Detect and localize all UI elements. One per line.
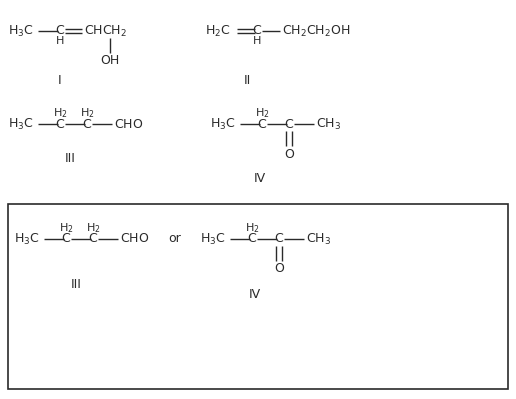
FancyBboxPatch shape bbox=[8, 204, 508, 389]
Text: H: H bbox=[253, 36, 261, 46]
Text: $\mathrm{H_2}$: $\mathrm{H_2}$ bbox=[245, 221, 260, 235]
Text: $\mathrm{H_2C}$: $\mathrm{H_2C}$ bbox=[205, 24, 231, 39]
Text: C: C bbox=[257, 117, 266, 130]
Text: C: C bbox=[61, 233, 70, 245]
Text: III: III bbox=[71, 277, 82, 290]
Text: $\mathrm{H_3C}$: $\mathrm{H_3C}$ bbox=[210, 117, 236, 132]
Text: OH: OH bbox=[101, 55, 120, 67]
Text: O: O bbox=[274, 263, 284, 275]
Text: IV: IV bbox=[249, 288, 261, 300]
Text: or: or bbox=[169, 233, 182, 245]
Text: $\mathrm{H_3C}$: $\mathrm{H_3C}$ bbox=[8, 24, 34, 39]
Text: $\mathrm{H_3C}$: $\mathrm{H_3C}$ bbox=[14, 231, 40, 247]
Text: $\mathrm{H_2}$: $\mathrm{H_2}$ bbox=[53, 106, 67, 120]
Text: H: H bbox=[56, 36, 64, 46]
Text: $\mathrm{H_2}$: $\mathrm{H_2}$ bbox=[59, 221, 73, 235]
Text: $\mathrm{CHCH_2}$: $\mathrm{CHCH_2}$ bbox=[84, 24, 127, 39]
Text: $\mathrm{CH_2CH_2OH}$: $\mathrm{CH_2CH_2OH}$ bbox=[282, 24, 350, 39]
Text: I: I bbox=[58, 75, 62, 87]
Text: $\mathrm{CH_3}$: $\mathrm{CH_3}$ bbox=[306, 231, 331, 247]
Text: C: C bbox=[275, 233, 283, 245]
Text: $\mathrm{CH_3}$: $\mathrm{CH_3}$ bbox=[316, 117, 341, 132]
Text: $\mathrm{H_3C}$: $\mathrm{H_3C}$ bbox=[8, 117, 34, 132]
Text: C: C bbox=[248, 233, 256, 245]
Text: $\mathrm{H_2}$: $\mathrm{H_2}$ bbox=[79, 106, 94, 120]
Text: $\mathrm{H_3C}$: $\mathrm{H_3C}$ bbox=[200, 231, 225, 247]
Text: $\mathrm{H_2}$: $\mathrm{H_2}$ bbox=[86, 221, 100, 235]
Text: $\mathrm{CHO}$: $\mathrm{CHO}$ bbox=[120, 233, 149, 245]
Text: II: II bbox=[244, 75, 251, 87]
Text: C: C bbox=[89, 233, 98, 245]
Text: C: C bbox=[56, 117, 64, 130]
Text: $\mathrm{H_2}$: $\mathrm{H_2}$ bbox=[255, 106, 269, 120]
Text: IV: IV bbox=[254, 172, 266, 186]
Text: III: III bbox=[64, 152, 75, 166]
Text: C: C bbox=[285, 117, 294, 130]
Text: $\mathrm{CHO}$: $\mathrm{CHO}$ bbox=[114, 117, 143, 130]
Text: C: C bbox=[56, 24, 64, 38]
Text: O: O bbox=[284, 148, 294, 160]
Text: C: C bbox=[83, 117, 91, 130]
Text: C: C bbox=[253, 24, 262, 38]
